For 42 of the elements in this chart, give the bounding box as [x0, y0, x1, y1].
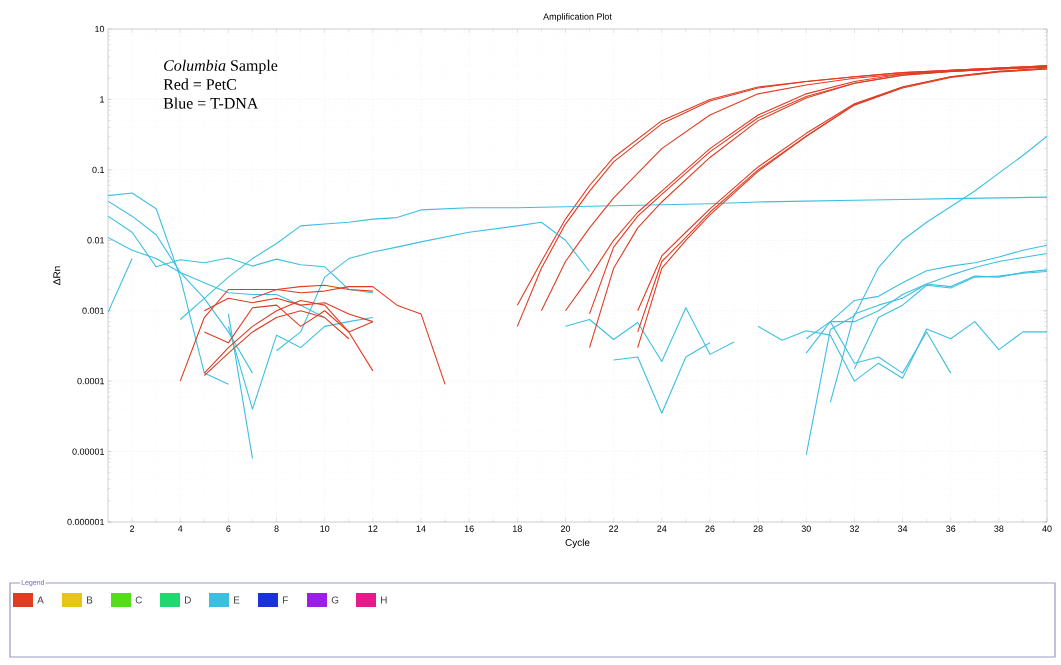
x-tick-label: 22 [609, 525, 619, 532]
x-tick-label: 40 [1042, 525, 1052, 532]
legend-label: B [87, 596, 93, 604]
chart-title: Amplification Plot [543, 13, 612, 22]
y-tick-label: 1 [100, 96, 105, 103]
y-tick-label: 0.01 [87, 237, 105, 244]
x-tick-label: 38 [994, 525, 1004, 532]
x-tick-label: 14 [416, 525, 426, 532]
x-tick-label: 18 [513, 525, 522, 532]
y-tick-label: 0.00001 [72, 448, 105, 455]
x-tick-label: 12 [368, 525, 378, 532]
x-tick-label: 32 [849, 525, 859, 532]
y-tick-label: 0.001 [82, 307, 105, 314]
y-tick-label: 10 [95, 25, 105, 33]
y-tick-label: 0.0001 [77, 377, 105, 385]
x-tick-label: 10 [320, 525, 330, 532]
x-tick-label: 28 [753, 525, 763, 532]
x-tick-label: 20 [560, 525, 571, 532]
annotation: Red = PetC [163, 78, 236, 90]
y-tick-label: 0.1 [92, 166, 105, 174]
annotation: Blue = T-DNA [163, 97, 259, 109]
legend-label: C [135, 596, 143, 604]
x-tick-label: 24 [657, 525, 667, 532]
x-tick-label: 6 [226, 525, 231, 532]
x-tick-label: 30 [801, 525, 811, 532]
legend-label: F [283, 596, 288, 604]
x-tick-label: 2 [130, 525, 135, 532]
legend-label: H [381, 596, 387, 604]
legend-label: A [37, 596, 44, 604]
annotation: Columbia Sample [164, 59, 278, 75]
x-axis-title: Cycle [565, 538, 590, 548]
x-tick-label: 26 [705, 525, 715, 532]
legend-label: G [331, 596, 339, 604]
legend-label: D [185, 596, 191, 604]
legend-label: E [234, 596, 240, 604]
x-tick-label: 36 [946, 525, 956, 532]
y-axis-title: ΔRn [53, 266, 61, 285]
y-tick-label: 0.000001 [67, 518, 105, 526]
x-tick-label: 8 [274, 525, 279, 532]
x-tick-label: 16 [464, 525, 474, 532]
x-tick-label: 4 [177, 525, 183, 532]
x-tick-label: 34 [897, 525, 908, 532]
